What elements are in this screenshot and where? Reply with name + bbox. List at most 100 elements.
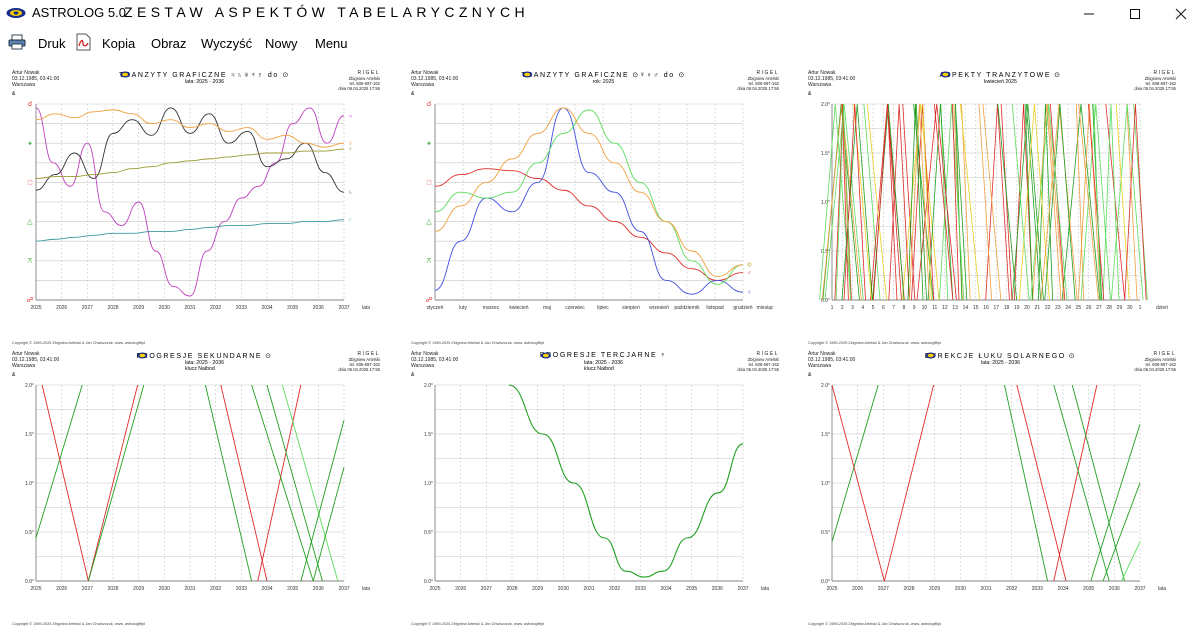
header-person-info: Artur Nowak 03.12.1985, 03:41:00 Warszawa <box>808 351 855 369</box>
birth-place: Warszawa <box>808 363 832 369</box>
aspect-symbol-label: ⚹ <box>28 140 33 147</box>
aspect-line <box>907 103 924 301</box>
menu-obraz[interactable]: Obraz <box>151 36 187 51</box>
panel-subtitle: lata: 2025 - 2036 <box>185 79 224 85</box>
person-name: Artur Nowak <box>808 70 836 76</box>
x-tick-label: 14 <box>963 305 969 311</box>
printer-icon[interactable] <box>8 34 26 50</box>
x-tick-label: 2025 <box>30 586 41 592</box>
aspect-line <box>866 103 888 301</box>
x-tick-label: sierpień <box>622 305 640 311</box>
header-person-info: Artur Nowak 03.12.1985, 03:41:00 Warszawa <box>12 70 59 88</box>
series-glyph: ☿ <box>747 262 752 269</box>
ampersand-label: & <box>808 91 812 97</box>
person-name: Artur Nowak <box>12 70 40 76</box>
aspect-line <box>1018 103 1050 301</box>
x-tick-label: 7 <box>892 305 895 311</box>
x-tick-label: 3 <box>851 305 854 311</box>
panel-title-suffix: ⊙ <box>1054 72 1062 79</box>
panel-aspekty-tranzytowe: Artur Nowak 03.12.1985, 03:41:00 Warszawa R… <box>808 70 1193 345</box>
author-name: Zbigniew Artelski <box>747 76 779 81</box>
menu-nowy[interactable]: Nowy <box>265 36 298 51</box>
x-tick-label: grudzień <box>733 305 752 311</box>
aspect-symbol-label: △ <box>27 219 33 226</box>
aspect-line <box>1016 384 1067 582</box>
x-tick-label: lipiec <box>597 305 609 311</box>
author-name: Zbigniew Artelski <box>348 357 380 362</box>
header-person-info: Artur Nowak 03.12.1985, 03:41:00 Warszawa <box>411 351 458 369</box>
x-tick-label: 2027 <box>878 586 889 592</box>
panel-title: DYREKCJE ŁUKU SOLARNEGO ⊙ <box>925 352 1077 360</box>
aspect-line <box>1053 384 1110 582</box>
copyright-text: Copyright © 1989-2025 Zbigniew Artelski … <box>808 622 942 626</box>
author-phone: tel. 606-697-162 <box>349 81 381 86</box>
panel-subtitle: kwiecień 2025 <box>984 79 1017 85</box>
y-tick-label: 1.0° <box>424 481 433 487</box>
series-line <box>35 219 345 242</box>
y-tick-label: 1.5° <box>25 432 34 438</box>
aspect-symbol-label: ☍ <box>26 296 33 304</box>
x-tick-label: 2025 <box>30 305 41 311</box>
x-tick-label: 2030 <box>159 305 170 311</box>
menu-druk[interactable]: Druk <box>38 36 66 51</box>
copyright-text: Copyright © 1989-2025 Zbigniew Artelski … <box>411 341 545 345</box>
aspect-line <box>1087 103 1105 301</box>
series-glyph: ♅ <box>348 141 353 147</box>
x-tick-label: 2029 <box>532 586 543 592</box>
panel-title-suffix: ⊙ <box>265 353 273 360</box>
aspect-line <box>841 103 873 301</box>
ampersand-label: & <box>12 372 16 378</box>
person-name: Artur Nowak <box>411 70 439 76</box>
aspect-line <box>87 384 139 582</box>
aspect-symbol-label: △ <box>426 219 432 226</box>
aspect-line <box>982 103 1002 301</box>
pdf-icon[interactable] <box>75 33 91 51</box>
x-tick-label: 2029 <box>133 305 144 311</box>
birth-place: Warszawa <box>12 363 36 369</box>
minimize-button[interactable] <box>1066 0 1112 28</box>
x-tick-label: 2026 <box>56 305 67 311</box>
series-glyph: ♂ <box>747 271 752 277</box>
panel-title-suffix: ♃♄♅♆♇ do ⊙ <box>230 72 290 79</box>
aspect-line <box>843 103 866 301</box>
series-glyph: ⊙ <box>747 263 752 269</box>
app-title: ASTROLOG 5.0 <box>32 5 126 20</box>
header-person-info: Artur Nowak 03.12.1985, 03:41:00 Warszawa <box>12 351 59 369</box>
x-tick-label: 26 <box>1086 305 1092 311</box>
aspect-line <box>300 420 345 582</box>
x-tick-label: październik <box>674 305 700 311</box>
ampersand-label: & <box>12 91 16 97</box>
panel-title: PROGRESJE TERCJARNE ♆ <box>540 352 667 359</box>
menu-kopia[interactable]: Kopia <box>102 36 136 51</box>
x-tick-label: 30 <box>1127 305 1133 311</box>
x-tick-label: 2031 <box>184 586 195 592</box>
birth-datetime: 03.12.1985, 03:41:00 <box>411 357 459 363</box>
x-tick-label: 2035 <box>287 305 298 311</box>
x-tick-label: 2033 <box>236 305 247 311</box>
x-tick-label: listopad <box>706 305 723 311</box>
x-tick-label: 2037 <box>737 586 748 592</box>
panel-subtitle-text: lata: 2025 - 2036 <box>584 360 623 366</box>
maximize-button[interactable] <box>1112 0 1158 28</box>
x-tick-label: 2030 <box>955 586 966 592</box>
panel-progresje-sekundarne: Artur Nowak 03.12.1985, 03:41:00 Warszawa R… <box>12 351 397 626</box>
chart-svg: 2025 2026 2027 2028 2029 2030 2031 2032 2033 2034… <box>821 383 1166 592</box>
close-button[interactable] <box>1158 0 1204 28</box>
rigel-label: RIGEL <box>1153 70 1176 76</box>
ampersand-label: & <box>411 372 415 378</box>
menu-menu[interactable]: Menu <box>315 36 348 51</box>
aspect-line <box>1102 482 1141 582</box>
panel-subtitle-text: lata: 2025 - 2036 <box>185 79 224 85</box>
aspect-line <box>1080 103 1111 301</box>
aspect-line <box>961 103 971 301</box>
menu-wyczysc[interactable]: Wyczyść <box>201 36 253 51</box>
x-axis-unit: miesiąc <box>757 305 774 311</box>
series-glyph: ♄ <box>348 190 353 196</box>
print-date: dnia 06.04.2025 17:55 <box>1134 367 1176 372</box>
person-name: Artur Nowak <box>12 351 40 357</box>
globe-icon <box>119 71 130 78</box>
aspect-line <box>1047 103 1065 301</box>
x-tick-label: 6 <box>882 305 885 311</box>
aspect-line <box>1011 103 1044 301</box>
header-person-info: Artur Nowak 03.12.1985, 03:41:00 Warszawa <box>808 70 855 88</box>
